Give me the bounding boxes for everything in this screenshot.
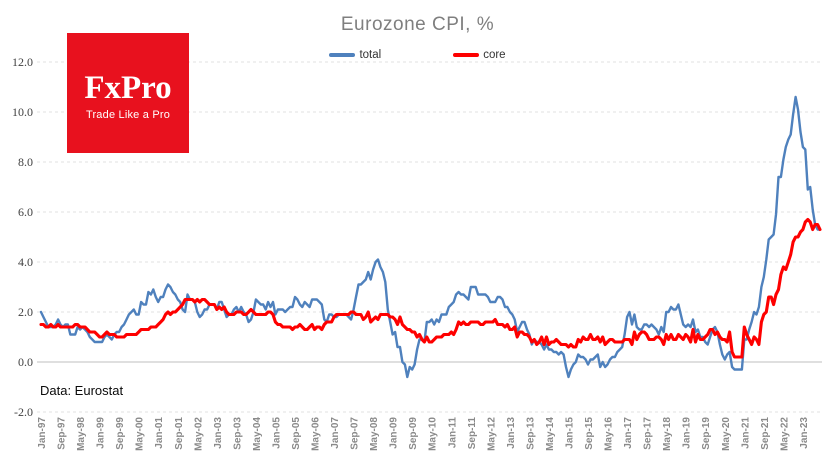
svg-text:Sep-99: Sep-99 <box>115 417 126 450</box>
fxpro-logo: FxPro Trade Like a Pro <box>67 33 189 153</box>
svg-text:8.0: 8.0 <box>18 155 33 169</box>
fxpro-logo-tagline: Trade Like a Pro <box>85 108 171 121</box>
svg-text:2.0: 2.0 <box>18 305 33 319</box>
svg-text:Jan-07: Jan-07 <box>330 417 341 449</box>
svg-text:Jan-01: Jan-01 <box>154 417 165 449</box>
core-line-swatch <box>453 53 480 57</box>
svg-text:Jan-09: Jan-09 <box>389 417 400 449</box>
svg-text:6.0: 6.0 <box>18 205 33 219</box>
svg-text:Jan-17: Jan-17 <box>623 417 634 449</box>
svg-text:May-12: May-12 <box>486 417 497 451</box>
y-axis-labels: -2.0 0.0 2.0 4.0 6.0 8.0 10.0 12.0 <box>12 55 33 419</box>
svg-text:Jan-03: Jan-03 <box>213 417 224 449</box>
svg-text:12.0: 12.0 <box>12 55 33 69</box>
svg-text:Jan-97: Jan-97 <box>37 417 48 449</box>
svg-text:Sep-15: Sep-15 <box>584 417 595 450</box>
svg-text:Sep-21: Sep-21 <box>760 417 771 450</box>
svg-text:Sep-11: Sep-11 <box>467 417 478 450</box>
svg-text:May-02: May-02 <box>193 417 204 451</box>
svg-text:Jan-05: Jan-05 <box>271 417 282 449</box>
svg-text:0.0: 0.0 <box>18 355 33 369</box>
svg-text:May-14: May-14 <box>545 417 556 451</box>
svg-text:Sep-03: Sep-03 <box>232 417 243 450</box>
svg-text:4.0: 4.0 <box>18 255 33 269</box>
svg-text:Sep-17: Sep-17 <box>643 417 654 450</box>
total-line <box>39 95 822 379</box>
legend-item-total: total <box>329 49 381 61</box>
svg-text:Sep-07: Sep-07 <box>350 417 361 450</box>
svg-text:Sep-19: Sep-19 <box>701 417 712 450</box>
svg-text:May-00: May-00 <box>135 417 146 451</box>
svg-text:Sep-13: Sep-13 <box>525 417 536 450</box>
svg-text:-2.0: -2.0 <box>14 405 33 419</box>
svg-text:Sep-05: Sep-05 <box>291 417 302 450</box>
svg-text:May-08: May-08 <box>369 417 380 451</box>
data-source-note: Data: Eurostat <box>40 383 124 398</box>
svg-text:May-16: May-16 <box>604 417 615 451</box>
svg-text:Jan-23: Jan-23 <box>799 417 810 449</box>
svg-text:Sep-97: Sep-97 <box>57 417 68 450</box>
svg-text:10.0: 10.0 <box>12 105 33 119</box>
legend-label-total: total <box>359 49 382 61</box>
chart-title: Eurozone CPI, % <box>340 14 495 35</box>
svg-text:Sep-09: Sep-09 <box>408 417 419 450</box>
svg-text:Sep-01: Sep-01 <box>174 417 185 450</box>
chart-legend: total core <box>0 49 835 61</box>
svg-text:Jan-21: Jan-21 <box>740 417 751 449</box>
legend-label-core: core <box>483 49 506 61</box>
svg-text:May-04: May-04 <box>252 417 263 451</box>
x-axis-labels: Jan-97 Sep-97 May-98 Jan-99 Sep-99 May-00 Jan-… <box>37 417 810 451</box>
core-line <box>39 217 822 359</box>
svg-text:May-10: May-10 <box>428 417 439 451</box>
svg-text:Jan-19: Jan-19 <box>682 417 693 449</box>
svg-text:May-18: May-18 <box>662 417 673 451</box>
svg-text:Jan-13: Jan-13 <box>506 417 517 449</box>
svg-text:May-22: May-22 <box>779 417 790 451</box>
fxpro-logo-text: FxPro <box>84 69 172 106</box>
svg-text:May-20: May-20 <box>721 417 732 451</box>
svg-text:May-98: May-98 <box>76 417 87 451</box>
gridlines <box>37 61 822 413</box>
legend-item-core: core <box>453 49 506 61</box>
svg-text:May-06: May-06 <box>311 417 322 451</box>
svg-text:Jan-15: Jan-15 <box>564 417 575 449</box>
svg-text:Jan-11: Jan-11 <box>447 417 458 449</box>
total-line-swatch <box>329 53 356 57</box>
svg-text:Jan-99: Jan-99 <box>96 417 107 449</box>
